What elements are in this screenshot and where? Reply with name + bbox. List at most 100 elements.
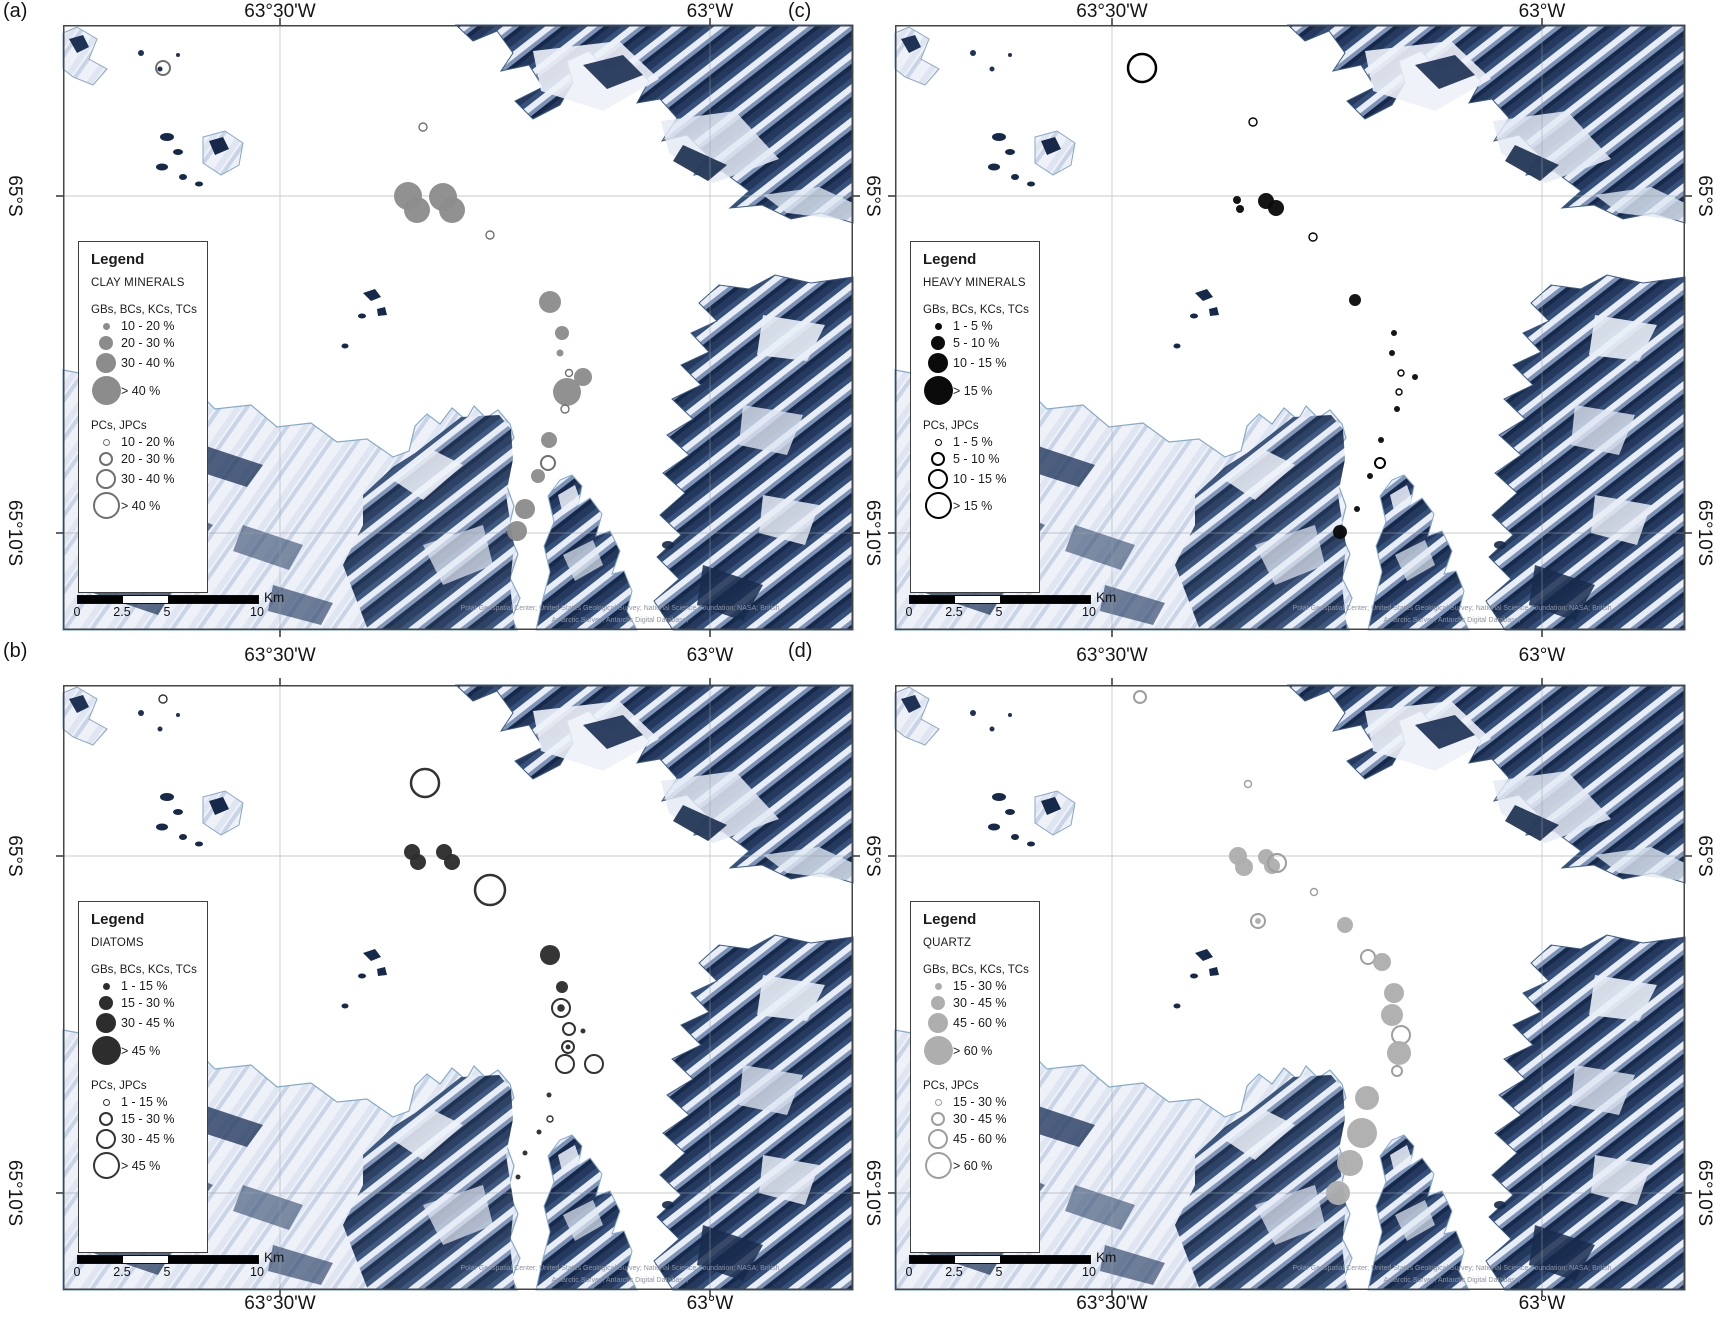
lon-label: 63°30'W — [244, 1293, 316, 1314]
lon-label: 63°W — [1518, 1293, 1566, 1314]
sample-point — [1255, 918, 1261, 924]
legend-item: 20 - 30 % — [91, 336, 203, 350]
map-frame — [895, 685, 1685, 1290]
legend-group-label: PCs, JPCs — [91, 1080, 147, 1092]
legend-item-label: 30 - 45 % — [953, 1112, 1007, 1126]
sample-point — [546, 1092, 552, 1098]
lat-label: 65°10'S — [862, 499, 883, 567]
map-frame — [63, 685, 853, 1290]
legend-item: 30 - 45 % — [91, 1129, 203, 1149]
sample-point — [1389, 350, 1395, 356]
sample-point — [1326, 1181, 1350, 1205]
lat-label: 65°10'S — [1694, 499, 1715, 567]
lon-label: 63°W — [1518, 1, 1566, 22]
scale-ticks: 0 2.5 5 10 — [74, 1264, 264, 1280]
scale-tick: 10 — [250, 1265, 264, 1279]
legend-item: 45 - 60 % — [923, 1013, 1035, 1033]
map-panel-diatoms: Legend DIATOMS GBs, BCs, KCs, TCs 1 - 15… — [55, 677, 861, 1298]
legend-item-label: > 40 % — [121, 383, 161, 398]
legend-item: 15 - 30 % — [923, 979, 1035, 993]
attribution-line: Antarctic Survey; Antarctic Digital Data… — [1383, 616, 1521, 624]
sample-point — [522, 1150, 528, 1156]
legend-box: Legend HEAVY MINERALS GBs, BCs, KCs, TCs… — [910, 241, 1040, 593]
scale-tick: 2.5 — [945, 605, 963, 619]
filled-circle-icon — [923, 1036, 953, 1065]
sample-point — [565, 1044, 571, 1050]
lat-label: 65°10'S — [1694, 1159, 1715, 1227]
legend-item: 1 - 5 % — [923, 319, 1035, 333]
sample-point — [539, 291, 561, 313]
open-circle-icon — [924, 492, 952, 519]
scale-tick: 5 — [995, 1265, 1003, 1279]
map-frame — [63, 25, 853, 630]
legend-group-label: GBs, BCs, KCs, TCs — [91, 304, 197, 316]
satellite-map — [887, 677, 1693, 1298]
legend-title: Legend — [91, 251, 145, 268]
scale-bar-segments — [77, 595, 259, 604]
legend-item: 15 - 30 % — [91, 996, 203, 1010]
legend-item: 5 - 10 % — [923, 452, 1035, 466]
filled-circle-icon — [931, 996, 945, 1010]
sample-point — [580, 1028, 586, 1034]
open-circle-icon — [102, 1098, 110, 1106]
sample-point — [540, 945, 560, 965]
sample-point — [515, 499, 535, 519]
lon-label: 63°W — [686, 645, 734, 666]
sample-point — [553, 378, 581, 406]
scale-ticks: 0 2.5 5 10 — [906, 604, 1096, 620]
lon-label: 63°30'W — [1076, 1293, 1148, 1314]
attribution-line: Antarctic Survey; Antarctic Digital Data… — [551, 616, 689, 624]
sample-point — [1267, 853, 1287, 873]
legend-item: 1 - 15 % — [91, 979, 203, 993]
sample-point — [155, 60, 171, 76]
filled-circle-icon — [102, 982, 110, 990]
panel-letter-c: (c) — [788, 0, 812, 22]
legend-item: > 45 % — [91, 1036, 203, 1065]
sample-point — [555, 326, 569, 340]
sample-point — [564, 368, 574, 378]
scale-tick: 10 — [1082, 605, 1096, 619]
attribution-line: Polar Geospatial Center; United States G… — [460, 605, 780, 612]
map-frame — [895, 25, 1685, 630]
legend-item: 30 - 45 % — [923, 1112, 1035, 1126]
sample-point — [560, 404, 570, 414]
open-circle-icon — [92, 492, 120, 519]
open-circle-icon — [96, 1129, 116, 1149]
sample-point — [1126, 52, 1158, 84]
legend-item-label: > 15 % — [953, 383, 993, 398]
data-points-layer — [155, 60, 592, 541]
data-points-layer — [1126, 52, 1418, 539]
scale-unit: Km — [1096, 590, 1117, 605]
open-circle-icon — [99, 1112, 113, 1126]
legend-item-label: 30 - 45 % — [121, 1016, 175, 1030]
sample-point — [418, 122, 428, 132]
legend-box: Legend CLAY MINERALS GBs, BCs, KCs, TCs … — [78, 241, 208, 593]
legend-item: 30 - 40 % — [91, 469, 203, 489]
map-panel-heavy-minerals: Legend HEAVY MINERALS GBs, BCs, KCs, TCs… — [887, 17, 1693, 638]
legend-item: > 15 % — [923, 492, 1035, 519]
attribution: Polar Geospatial Center; United States G… — [1273, 603, 1631, 627]
open-circle-icon — [934, 1098, 942, 1106]
sample-point — [158, 694, 168, 704]
attribution-line: Antarctic Survey; Antarctic Digital Data… — [551, 1276, 689, 1284]
legend-item: 1 - 15 % — [91, 1095, 203, 1109]
filled-circle-icon — [99, 996, 113, 1010]
legend-item-label: 15 - 30 % — [121, 1112, 175, 1126]
legend-item: 30 - 40 % — [91, 353, 203, 373]
sample-point — [1378, 437, 1384, 443]
scale-tick: 0 — [73, 605, 81, 619]
scale-tick: 2.5 — [113, 605, 131, 619]
legend-item-label: 45 - 60 % — [953, 1132, 1007, 1146]
legend-item-label: 30 - 45 % — [121, 1132, 175, 1146]
legend-item-label: 15 - 30 % — [953, 1095, 1007, 1109]
lat-label: 65°10'S — [4, 499, 25, 567]
legend-item-label: 10 - 20 % — [121, 435, 175, 449]
sample-point — [444, 854, 460, 870]
sample-point — [1394, 406, 1400, 412]
legend-group-label: PCs, JPCs — [923, 420, 979, 432]
scale-bar-segments — [909, 1255, 1091, 1264]
lat-label: 65°S — [4, 175, 25, 217]
scale-tick: 5 — [163, 605, 171, 619]
lat-label: 65°10'S — [4, 1159, 25, 1227]
sample-point — [556, 981, 568, 993]
